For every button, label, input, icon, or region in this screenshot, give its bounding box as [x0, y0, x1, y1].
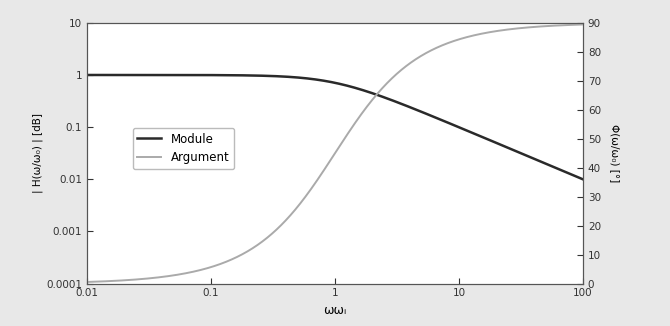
Module — [295, 76, 303, 80]
Module — [139, 73, 147, 77]
X-axis label: ωωᵢ: ωωᵢ — [324, 304, 346, 317]
Module — [83, 73, 91, 77]
Argument — [295, 203, 303, 207]
Argument — [139, 277, 147, 281]
Argument — [579, 22, 587, 26]
Y-axis label: | H(ω/ω₀) | [dB]: | H(ω/ω₀) | [dB] — [33, 113, 44, 193]
Y-axis label: Φ(ω/ω₀) [°]: Φ(ω/ω₀) [°] — [610, 124, 620, 182]
Argument — [569, 23, 577, 27]
Argument — [83, 280, 91, 284]
Module — [579, 177, 587, 181]
Argument — [516, 26, 524, 30]
Line: Argument: Argument — [87, 24, 583, 282]
Legend: Module, Argument: Module, Argument — [133, 128, 234, 169]
Module — [516, 151, 524, 155]
Line: Module: Module — [87, 75, 583, 179]
Argument — [273, 227, 281, 231]
Argument — [169, 274, 177, 277]
Module — [273, 74, 281, 78]
Module — [569, 173, 577, 177]
Module — [169, 73, 177, 77]
